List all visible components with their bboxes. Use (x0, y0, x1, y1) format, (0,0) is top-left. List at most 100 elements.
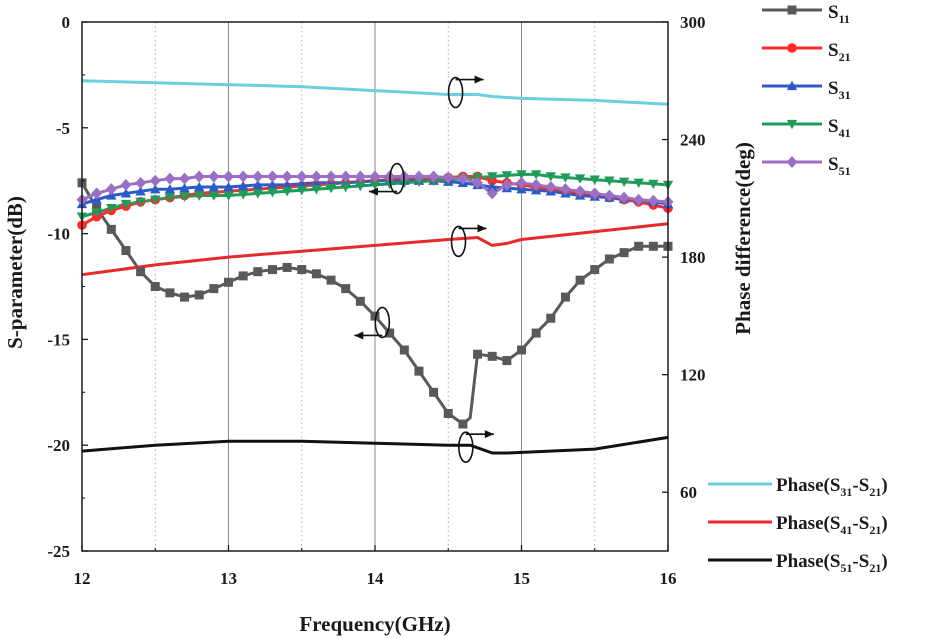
y-right-axis-title: Phase difference(deg) (731, 142, 755, 335)
legend-label-phase-s31-s21: Phase(S31-S21) (776, 475, 888, 499)
annotation-ellipse (447, 76, 464, 109)
marker-s11 (604, 254, 614, 264)
marker-s11 (546, 313, 556, 323)
marker-s11 (326, 275, 336, 285)
marker-s41 (164, 193, 176, 203)
x-tick-label: 15 (513, 569, 530, 588)
legend-marker-s51 (786, 156, 798, 168)
marker-s11 (224, 277, 233, 287)
marker-s51 (413, 170, 425, 183)
marker-s31 (208, 181, 220, 192)
marker-s11 (341, 284, 351, 294)
legend-marker-s31 (786, 80, 798, 91)
marker-s41 (120, 199, 132, 210)
marker-s51 (208, 170, 220, 183)
y-left-axis-title: S-parameter(dB) (3, 196, 27, 349)
y-left-tick-label: -5 (56, 119, 70, 138)
series-line-phase-s41-s21 (81, 222, 669, 277)
marker-s11 (282, 262, 292, 272)
marker-s51 (135, 176, 147, 189)
marker-s51 (603, 189, 615, 202)
marker-s11 (106, 224, 116, 234)
marker-s51 (530, 178, 542, 191)
y-left-tick-label: -15 (47, 330, 70, 349)
annotation-arrow-head (484, 430, 494, 439)
marker-s41 (574, 174, 586, 184)
marker-s11 (121, 246, 131, 256)
marker-s51 (179, 172, 191, 185)
marker-s51 (516, 176, 527, 189)
marker-s31 (164, 183, 176, 194)
legend-label-s21: S21 (828, 40, 851, 64)
marker-s41 (91, 208, 102, 218)
marker-s11 (311, 269, 321, 279)
annotation-ellipse (389, 162, 405, 195)
marker-s41 (560, 173, 571, 183)
legend-label-s11: S11 (828, 2, 850, 26)
y-right-tick-label: 180 (680, 248, 706, 267)
marker-s11 (92, 203, 102, 213)
marker-s11 (355, 296, 365, 306)
marker-s41 (267, 188, 278, 198)
marker-s41 (179, 192, 190, 202)
marker-s51 (193, 170, 205, 183)
marker-s11 (150, 282, 160, 291)
marker-s11 (502, 356, 512, 366)
marker-s11 (238, 271, 248, 281)
legend-marker-s11 (787, 5, 797, 15)
annotation-ellipse (458, 431, 474, 463)
x-tick-label: 12 (74, 569, 91, 588)
marker-s41 (633, 178, 644, 189)
marker-s41 (208, 191, 220, 201)
y-right-tick-label: 300 (680, 13, 706, 32)
marker-s31 (237, 180, 249, 191)
marker-s51 (574, 185, 586, 198)
marker-s51 (310, 170, 322, 183)
marker-s11 (560, 292, 570, 302)
marker-s41 (223, 191, 234, 201)
marker-s41 (106, 204, 117, 214)
y-left-tick-label: -10 (47, 225, 70, 244)
marker-s41 (618, 177, 630, 187)
marker-s31 (120, 188, 132, 198)
marker-s11 (209, 284, 219, 294)
marker-s31 (487, 181, 498, 192)
marker-s51 (296, 170, 308, 183)
legend-label-s31: S31 (828, 78, 851, 102)
marker-s41 (135, 197, 146, 208)
annotation-ellipse (450, 225, 467, 258)
marker-s11 (517, 345, 526, 355)
marker-s51 (457, 172, 469, 185)
marker-s41 (589, 175, 600, 185)
marker-s11 (590, 265, 600, 275)
marker-s41 (516, 170, 527, 180)
marker-s51 (164, 172, 176, 185)
marker-s11 (194, 290, 204, 300)
marker-s41 (340, 182, 351, 193)
marker-s51 (237, 170, 249, 183)
curve-annotations (354, 75, 494, 463)
marker-s11 (136, 267, 146, 277)
marker-s31 (252, 179, 263, 190)
marker-s11 (473, 349, 483, 359)
marker-s51 (545, 181, 557, 194)
marker-s51 (266, 170, 278, 183)
marker-s11 (429, 387, 439, 397)
annotation-arrow-head (477, 224, 487, 233)
x-tick-label: 13 (220, 569, 237, 588)
y-left-tick-label: -25 (47, 542, 70, 561)
marker-s41 (384, 179, 395, 190)
marker-s51 (91, 187, 103, 200)
legend: S11 S21 S31 S41 S51 Phase(S31-S21) Phase(S41-S… (708, 2, 888, 575)
marker-s41 (237, 190, 249, 200)
marker-s41 (355, 181, 366, 192)
marker-s31 (135, 186, 146, 196)
annotation-ellipse (374, 306, 391, 339)
marker-s51 (105, 183, 117, 196)
marker-s41 (194, 191, 205, 201)
marker-s31 (296, 178, 307, 189)
marker-s51 (589, 187, 601, 200)
marker-s11 (165, 288, 175, 298)
marker-s11 (619, 248, 629, 258)
marker-s41 (487, 172, 498, 182)
